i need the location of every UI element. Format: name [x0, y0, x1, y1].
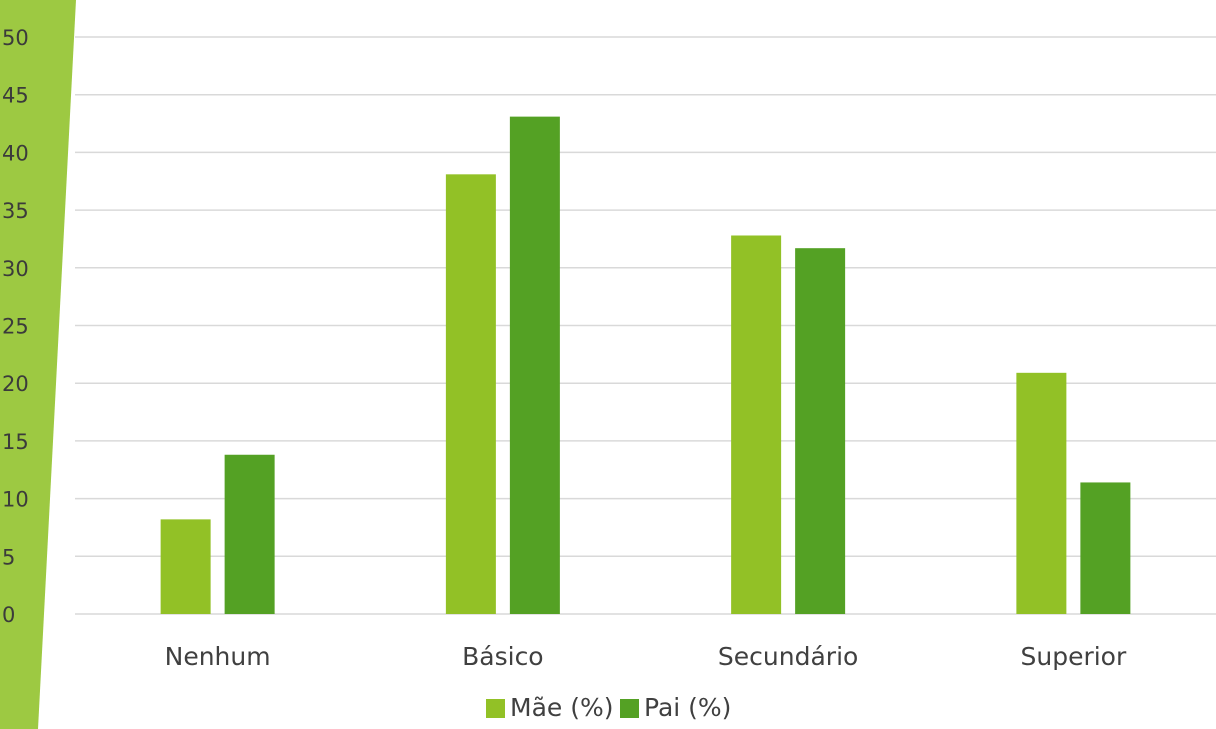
legend: Mãe (%) Pai (%): [486, 693, 731, 722]
bars: [160, 116, 1131, 615]
y-tick-label: 40: [2, 141, 29, 165]
y-axis-ticks: 0 5 10 15 20 25 30 35 40 45 50: [2, 26, 29, 627]
legend-swatch-1: [620, 699, 639, 718]
x-category-label: Básico: [462, 642, 543, 671]
y-tick-label: 25: [2, 315, 29, 339]
bar-nenhum-series-0: [160, 519, 211, 614]
bar-básico-series-0: [445, 174, 496, 615]
bar-secundário-series-0: [731, 235, 782, 614]
x-axis-labels: Nenhum Básico Secundário Superior: [165, 642, 1127, 671]
y-tick-label: 0: [2, 603, 15, 627]
x-category-label: Secundário: [718, 642, 858, 671]
bar-nenhum-series-1: [224, 454, 275, 614]
y-tick-label: 30: [2, 257, 29, 281]
bar-básico-series-1: [509, 116, 560, 614]
x-category-label: Superior: [1020, 642, 1126, 671]
x-category-label: Nenhum: [165, 642, 271, 671]
legend-label-0: Mãe (%): [510, 693, 613, 722]
left-decor-band: [0, 0, 76, 729]
y-tick-label: 45: [2, 84, 29, 108]
bar-superior-series-0: [1016, 372, 1067, 614]
y-tick-label: 10: [2, 488, 29, 512]
y-tick-label: 50: [2, 26, 29, 50]
y-tick-label: 20: [2, 372, 29, 396]
y-tick-label: 15: [2, 430, 29, 454]
y-tick-label: 35: [2, 199, 29, 223]
legend-swatch-0: [486, 699, 505, 718]
legend-label-1: Pai (%): [644, 693, 731, 722]
bar-secundário-series-1: [795, 248, 846, 614]
bar-superior-series-1: [1080, 482, 1131, 614]
y-tick-label: 5: [2, 545, 15, 569]
